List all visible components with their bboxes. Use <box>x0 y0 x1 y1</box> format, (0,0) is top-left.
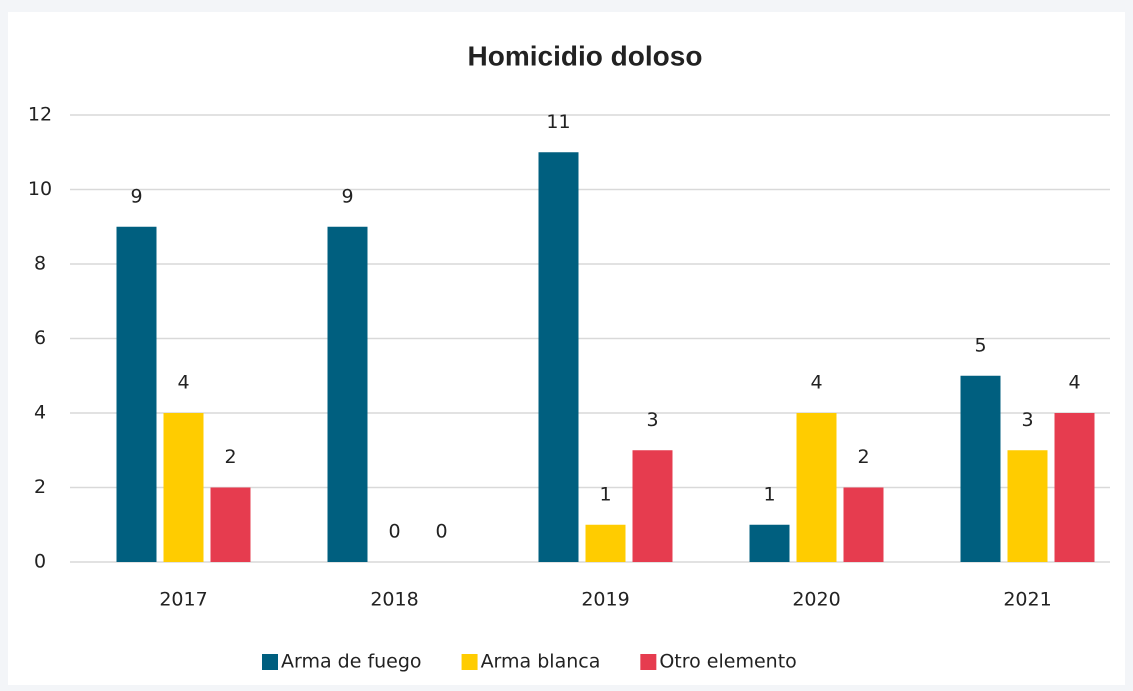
x-tick-label: 2019 <box>581 589 629 611</box>
data-label: 3 <box>1021 409 1033 431</box>
y-tick-label: 10 <box>28 178 52 200</box>
y-tick-label: 6 <box>34 327 46 349</box>
bar <box>843 487 884 562</box>
bar <box>1054 413 1095 562</box>
data-label: 11 <box>546 111 570 133</box>
data-label: 1 <box>763 483 775 505</box>
data-label: 4 <box>1068 372 1080 394</box>
bar <box>327 226 368 562</box>
bar <box>116 226 157 562</box>
chart-title: Homicidio doloso <box>468 40 703 71</box>
y-tick-label: 8 <box>34 253 46 275</box>
x-tick-label: 2021 <box>1003 589 1051 611</box>
bar <box>632 450 673 562</box>
data-label: 9 <box>341 185 353 207</box>
y-tick-label: 2 <box>34 476 46 498</box>
legend-label: Arma blanca <box>481 651 601 673</box>
y-tick-label: 12 <box>28 104 52 126</box>
data-label: 3 <box>646 409 658 431</box>
x-tick-label: 2018 <box>370 589 418 611</box>
data-label: 5 <box>974 334 986 356</box>
bar <box>796 413 837 562</box>
y-tick-label: 0 <box>34 551 46 573</box>
data-label: 2 <box>857 446 869 468</box>
legend-swatch <box>461 654 478 670</box>
bar <box>585 524 626 562</box>
bar <box>960 375 1001 562</box>
bar <box>163 413 204 562</box>
data-label: 4 <box>177 372 189 394</box>
x-tick-label: 2017 <box>159 589 207 611</box>
legend-label: Otro elemento <box>659 651 796 673</box>
data-label: 4 <box>810 372 822 394</box>
legend-swatch <box>640 654 657 670</box>
bar <box>749 524 790 562</box>
data-label: 9 <box>130 185 142 207</box>
legend-label: Arma de fuego <box>281 651 422 673</box>
y-tick-label: 4 <box>34 402 46 424</box>
bar <box>538 152 579 562</box>
legend-swatch <box>262 654 278 670</box>
data-label: 0 <box>388 521 400 543</box>
bar <box>1007 450 1048 562</box>
bar <box>210 487 251 562</box>
x-tick-label: 2020 <box>792 589 840 611</box>
data-label: 0 <box>435 521 447 543</box>
data-label: 1 <box>599 483 611 505</box>
data-label: 2 <box>224 446 236 468</box>
